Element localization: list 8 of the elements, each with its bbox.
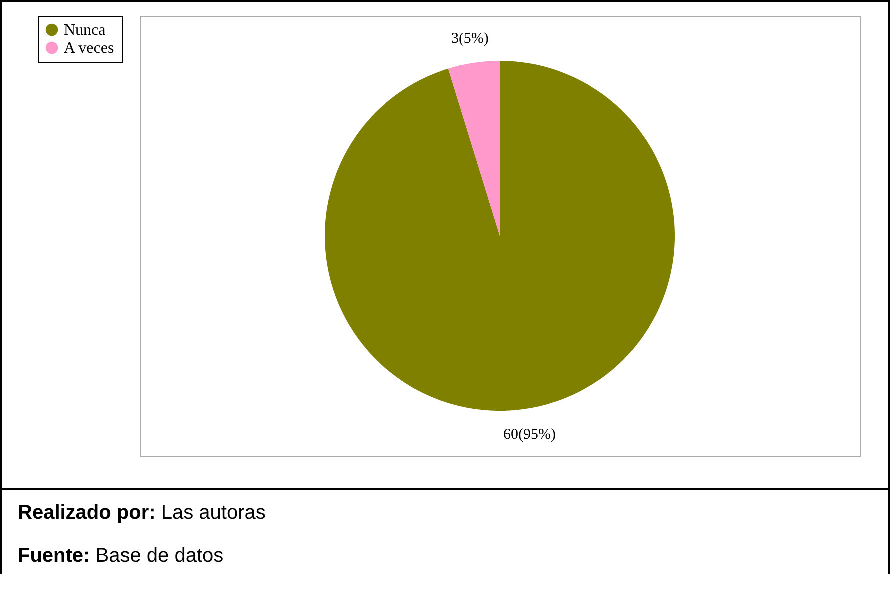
data-label: 60(95%) — [504, 426, 556, 443]
data-label: 3(5%) — [451, 31, 489, 48]
pie-slice — [325, 61, 675, 411]
text: Realizado por: Las autoras — [17, 501, 267, 526]
pie-slice — [448, 61, 500, 236]
legend-label: Nunca — [64, 22, 106, 39]
legend-label: A veces — [64, 40, 114, 57]
source-note: Fuente: Base de datos — [17, 544, 225, 569]
